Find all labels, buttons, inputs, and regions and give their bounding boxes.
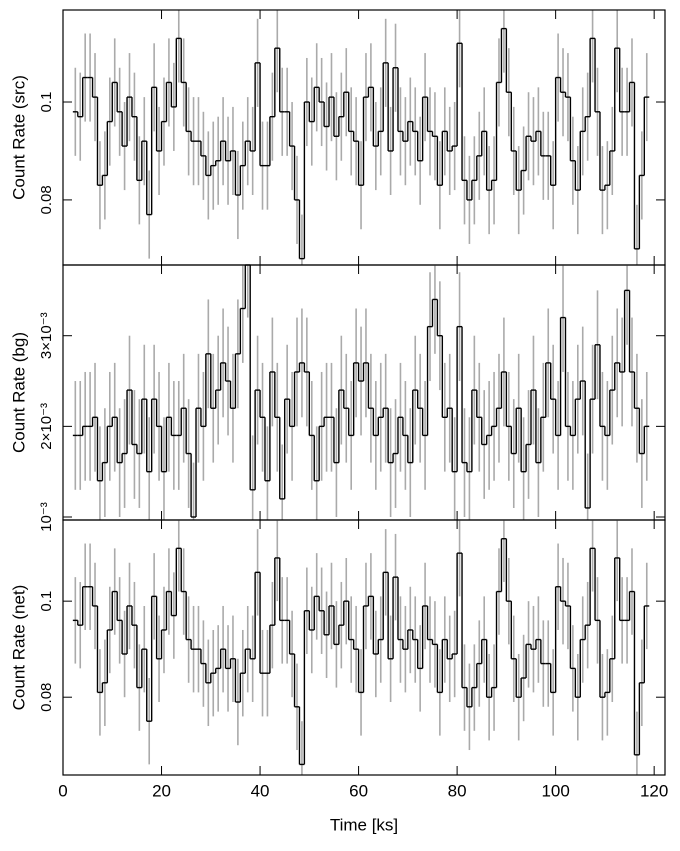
panel-frame <box>62 264 666 521</box>
x-tick-label: 100 <box>541 781 569 800</box>
x-tick-label: 120 <box>640 781 668 800</box>
y-tick-label: 0.08 <box>38 683 55 712</box>
y-axis-label: Count Rate (src) <box>9 75 28 200</box>
y-axis-label: Count Rate (net) <box>9 585 28 711</box>
x-tick-label: 0 <box>58 781 67 800</box>
panel-frame <box>62 519 666 776</box>
y-tick-label: 3×10⁻³ <box>38 312 55 359</box>
x-tick-label: 20 <box>152 781 171 800</box>
x-tick-label: 80 <box>448 781 467 800</box>
y-tick-label: 2×10⁻³ <box>38 403 55 450</box>
x-tick-label: 40 <box>251 781 270 800</box>
y-tick-label: 0.1 <box>38 92 55 113</box>
x-tick-label: 60 <box>349 781 368 800</box>
y-tick-label: 0.08 <box>38 185 55 214</box>
y-axis-label: Count Rate (bg) <box>9 332 28 453</box>
y-tick-label: 10⁻³ <box>38 502 55 532</box>
x-axis-label: Time [ks] <box>330 815 398 834</box>
y-tick-label: 0.1 <box>38 591 55 612</box>
